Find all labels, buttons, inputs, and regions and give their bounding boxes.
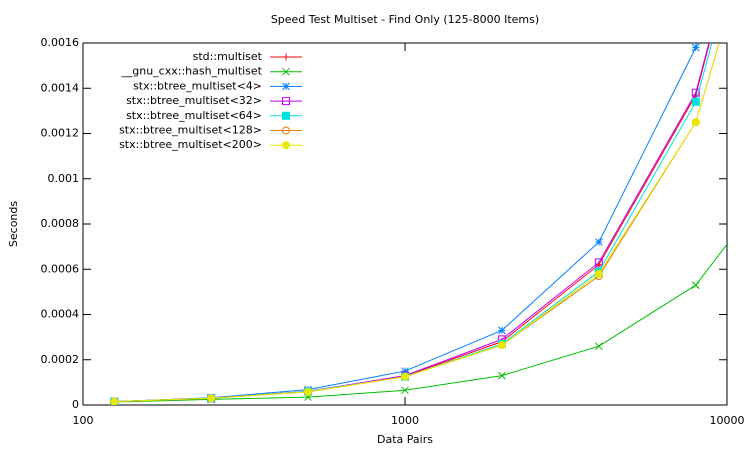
y-tick-label: 0.0006	[41, 262, 80, 275]
legend-label: stx::btree_multiset<128>	[119, 124, 262, 137]
marker	[282, 97, 290, 106]
marker	[401, 372, 409, 381]
y-tick-label: 0.0014	[41, 81, 80, 94]
y-tick-label: 0.0016	[41, 36, 80, 49]
marker	[282, 111, 290, 120]
marker	[691, 281, 700, 289]
y-tick-label: 0	[72, 398, 79, 411]
y-axis-label: Seconds	[7, 201, 20, 247]
marker	[595, 238, 603, 246]
chart-title: Speed Test Multiset - Find Only (125-800…	[271, 13, 539, 26]
marker	[282, 53, 290, 61]
marker	[691, 118, 700, 127]
y-tick-label: 0.0008	[41, 217, 80, 230]
legend-label: stx::btree_multiset<200>	[119, 138, 262, 151]
y-tick-label: 0.0012	[41, 127, 80, 140]
legend-label: std::multiset	[193, 50, 263, 63]
marker	[304, 387, 313, 396]
marker	[282, 141, 290, 150]
plot-area	[110, 43, 727, 405]
marker	[207, 394, 216, 403]
legend-label: stx::btree_multiset<32>	[126, 94, 262, 107]
marker	[497, 341, 506, 350]
y-tick-label: 0.0002	[41, 353, 80, 366]
marker	[110, 397, 119, 405]
y-tick-label: 0.001	[48, 172, 80, 185]
y-tick-label: 0.0004	[41, 308, 80, 321]
x-tick-label: 10000	[710, 414, 745, 427]
x-axis-label: Data Pairs	[377, 433, 433, 446]
legend-label: __gnu_cxx::hash_multiset	[120, 65, 262, 78]
marker	[498, 371, 506, 380]
marker	[594, 258, 603, 267]
marker	[691, 43, 700, 52]
marker	[595, 342, 603, 351]
marker	[498, 326, 506, 335]
marker	[594, 269, 603, 278]
marker	[401, 386, 409, 395]
marker	[401, 367, 409, 375]
series-line	[114, 43, 720, 403]
series-line	[114, 43, 698, 403]
marker	[282, 82, 290, 91]
marker	[282, 126, 290, 135]
marker	[691, 88, 700, 97]
marker	[282, 67, 290, 76]
series-line	[114, 243, 727, 403]
legend-label: stx::btree_multiset<64>	[126, 109, 262, 122]
legend-label: stx::btree_multiset<4>	[133, 79, 262, 92]
x-tick-label: 1000	[391, 414, 419, 427]
marker	[691, 97, 700, 106]
x-tick-label: 100	[73, 414, 94, 427]
